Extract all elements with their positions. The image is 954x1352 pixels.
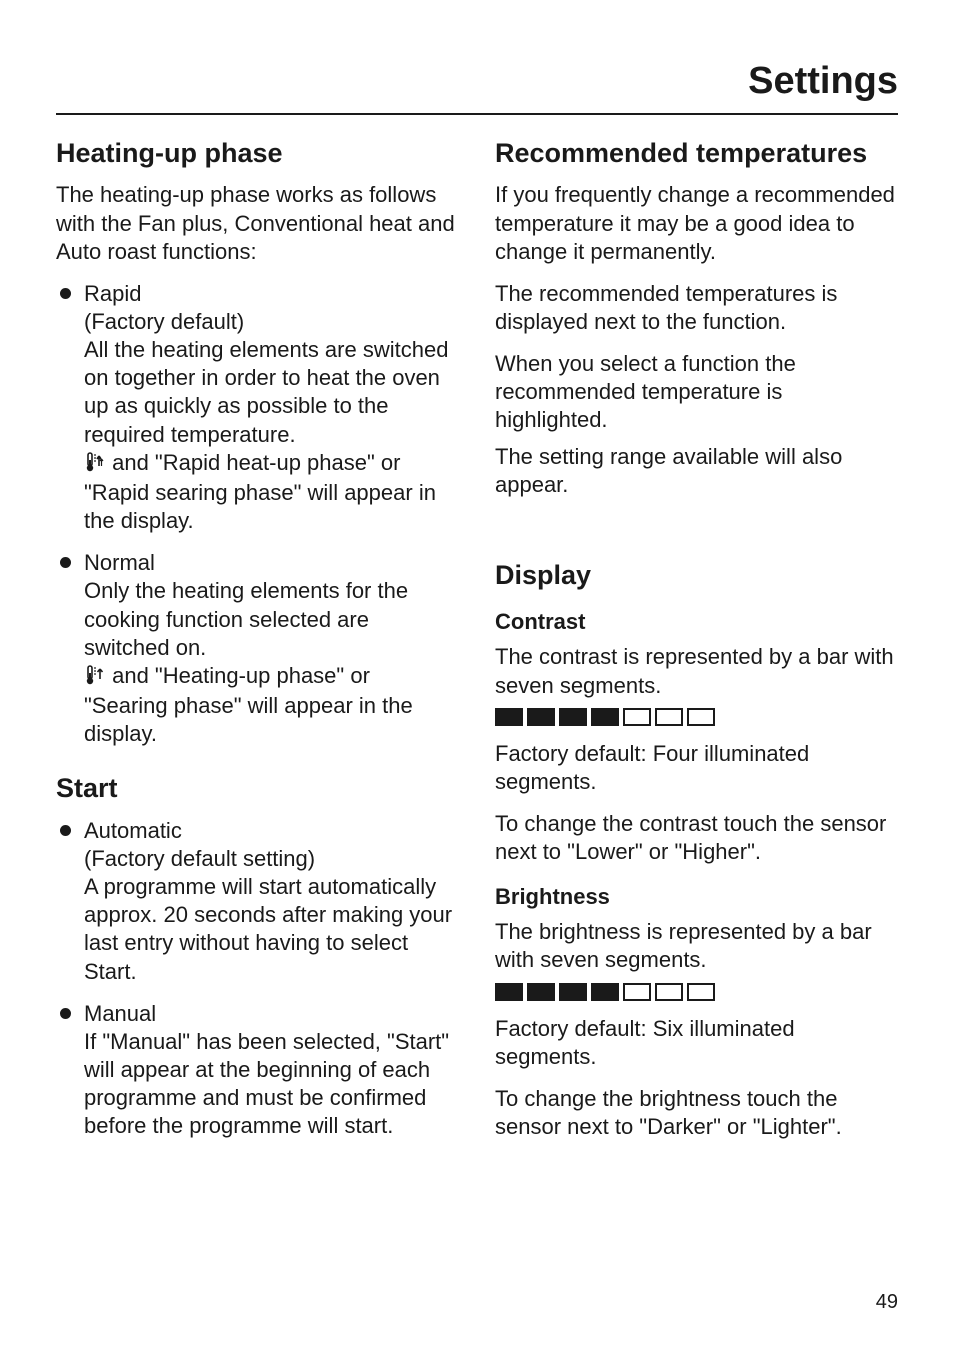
segment: [655, 708, 683, 726]
heating-heading: Heating-up phase: [56, 137, 459, 169]
start-item-head: Automatic: [84, 817, 459, 845]
segment: [687, 983, 715, 1001]
right-column: Recommended temperatures If you frequent…: [495, 137, 898, 1155]
page-title: Settings: [56, 60, 898, 103]
heating-item-body: and "Rapid heat-up phase" or "Rapid sear…: [84, 449, 459, 535]
contrast-heading: Contrast: [495, 609, 898, 635]
segment: [527, 708, 555, 726]
segment: [655, 983, 683, 1001]
segment: [559, 983, 587, 1001]
contrast-p2: Factory default: Four illuminated segmen…: [495, 740, 898, 796]
heating-item-text: and "Heating-up phase" or "Searing phase…: [84, 663, 413, 746]
segment: [623, 708, 651, 726]
segment: [687, 708, 715, 726]
segment: [495, 708, 523, 726]
start-item-head: Manual: [84, 1000, 459, 1028]
contrast-segment-bar: [495, 708, 898, 726]
segment: [495, 983, 523, 1001]
brightness-p3: To change the brightness touch the senso…: [495, 1085, 898, 1141]
heating-item-text: and "Rapid heat-up phase" or "Rapid sear…: [84, 450, 436, 533]
brightness-heading: Brightness: [495, 884, 898, 910]
heating-item-body: All the heating elements are switched on…: [84, 336, 459, 449]
heating-item-body: (Factory default): [84, 308, 459, 336]
heating-item-body: Only the heating elements for the cookin…: [84, 577, 459, 661]
list-item: Normal Only the heating elements for the…: [56, 549, 459, 748]
segment: [527, 983, 555, 1001]
heating-intro: The heating-up phase works as follows wi…: [56, 181, 459, 265]
brightness-p2: Factory default: Six illuminated segment…: [495, 1015, 898, 1071]
recommended-p3: When you select a function the recommend…: [495, 350, 898, 434]
display-heading: Display: [495, 559, 898, 591]
thermometer-normal-icon: [84, 664, 104, 692]
heating-item-head: Rapid: [84, 280, 459, 308]
segment: [591, 983, 619, 1001]
recommended-p4: The setting range available will also ap…: [495, 443, 898, 499]
start-item-body: (Factory default setting): [84, 845, 459, 873]
heating-item-body: and "Heating-up phase" or "Searing phase…: [84, 662, 459, 748]
list-item: Rapid (Factory default) All the heating …: [56, 280, 459, 535]
page-number: 49: [876, 1291, 898, 1314]
heating-list: Rapid (Factory default) All the heating …: [56, 280, 459, 749]
recommended-heading: Recommended temperatures: [495, 137, 898, 169]
start-item-body: A programme will start automatically app…: [84, 873, 459, 986]
recommended-p1: If you frequently change a recommended t…: [495, 181, 898, 265]
brightness-segment-bar: [495, 983, 898, 1001]
start-heading: Start: [56, 772, 459, 804]
segment: [559, 708, 587, 726]
page: Settings Heating-up phase The heating-up…: [0, 0, 954, 1352]
left-column: Heating-up phase The heating-up phase wo…: [56, 137, 459, 1155]
segment: [591, 708, 619, 726]
start-list: Automatic (Factory default setting) A pr…: [56, 817, 459, 1141]
segment: [623, 983, 651, 1001]
start-item-body: If "Manual" has been selected, "Start" w…: [84, 1028, 459, 1141]
contrast-p3: To change the contrast touch the sensor …: [495, 810, 898, 866]
brightness-p1: The brightness is represented by a bar w…: [495, 918, 898, 974]
recommended-p2: The recommended temperatures is displaye…: [495, 280, 898, 336]
contrast-p1: The contrast is represented by a bar wit…: [495, 643, 898, 699]
list-item: Manual If "Manual" has been selected, "S…: [56, 1000, 459, 1141]
heating-item-head: Normal: [84, 549, 459, 577]
columns: Heating-up phase The heating-up phase wo…: [56, 137, 898, 1155]
list-item: Automatic (Factory default setting) A pr…: [56, 817, 459, 986]
title-rule: [56, 113, 898, 115]
thermometer-rapid-icon: [84, 451, 104, 479]
